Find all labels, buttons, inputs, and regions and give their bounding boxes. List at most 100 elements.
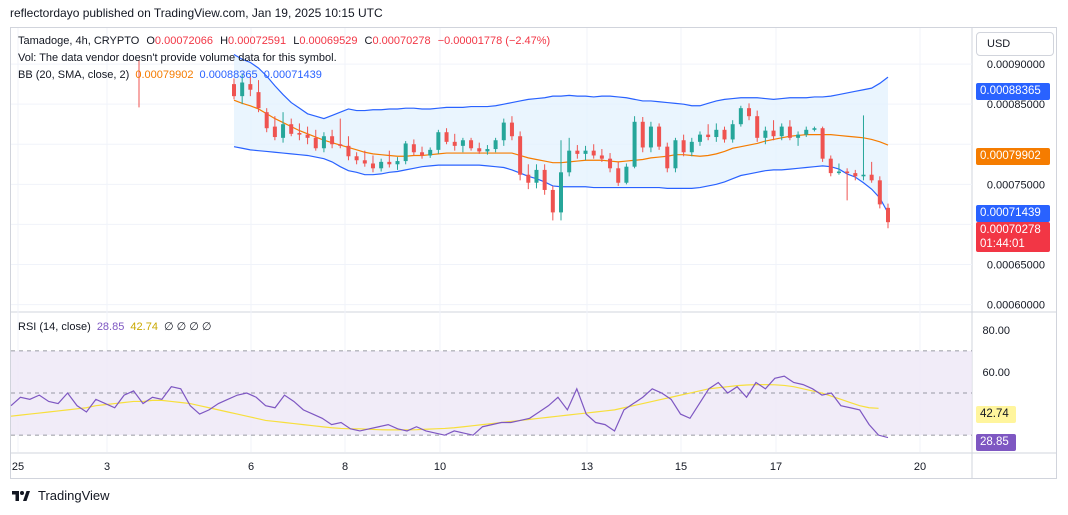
time-tick-label: 25 bbox=[12, 461, 24, 473]
candle-body bbox=[787, 126, 792, 138]
rsi-legend: RSI (14, close) 28.85 42.74 ∅ ∅ ∅ ∅ bbox=[18, 320, 212, 333]
rsi-tick-label: 80.00 bbox=[982, 325, 1010, 337]
candle-body bbox=[640, 121, 645, 148]
bb-basis-value: 0.00079902 bbox=[135, 69, 194, 81]
candle-body bbox=[240, 82, 245, 97]
candle-body bbox=[477, 148, 482, 152]
candle-body bbox=[738, 108, 743, 125]
candle-body bbox=[624, 166, 629, 183]
time-tick-label: 17 bbox=[770, 461, 782, 473]
candle-body bbox=[853, 173, 858, 177]
footer-brand[interactable]: TradingView bbox=[10, 488, 110, 503]
price-tick-label: 0.00090000 bbox=[987, 59, 1045, 71]
candle-body bbox=[567, 150, 572, 173]
candle-body bbox=[256, 92, 261, 109]
close-value: 0.00070278 bbox=[372, 35, 431, 47]
candle-body bbox=[379, 161, 384, 169]
time-tick-label: 15 bbox=[675, 461, 687, 473]
candle-body bbox=[591, 150, 596, 156]
candle-body bbox=[706, 134, 711, 138]
rsi-ma-tag: 42.74 bbox=[976, 406, 1016, 423]
candle-body bbox=[771, 130, 776, 137]
candle-body bbox=[460, 140, 465, 146]
candle-body bbox=[632, 121, 637, 167]
candle-body bbox=[370, 163, 375, 169]
time-tick-label: 8 bbox=[342, 461, 348, 473]
candle-body bbox=[681, 140, 686, 153]
candle-body bbox=[526, 174, 531, 183]
candle-body bbox=[542, 169, 547, 190]
candle-body bbox=[346, 145, 351, 157]
candle-body bbox=[248, 84, 253, 90]
footer-brand-text: TradingView bbox=[38, 488, 110, 503]
candle-body bbox=[575, 150, 580, 154]
tradingview-logo-icon bbox=[12, 490, 30, 501]
candle-body bbox=[411, 144, 416, 153]
candle-body bbox=[354, 156, 359, 161]
candle-body bbox=[395, 161, 400, 165]
candle-body bbox=[722, 129, 727, 140]
candle-body bbox=[697, 134, 702, 142]
rsi-value-tag: 28.85 bbox=[976, 434, 1016, 451]
price-tick-label: 0.00065000 bbox=[987, 260, 1045, 272]
candle-body bbox=[338, 144, 343, 146]
candle-body bbox=[534, 169, 539, 183]
candle-body bbox=[886, 207, 890, 223]
time-tick-label: 10 bbox=[434, 461, 446, 473]
candle-body bbox=[804, 129, 809, 135]
change-value: −0.00001778 (−2.47%) bbox=[437, 35, 551, 47]
rsi-ma-value: 42.74 bbox=[130, 321, 158, 333]
currency-button[interactable]: USD bbox=[976, 32, 1054, 56]
bb-basis-price-tag: 0.00079902 bbox=[976, 148, 1050, 165]
candle-body bbox=[763, 130, 768, 138]
high-label: H bbox=[220, 35, 229, 47]
candle-body bbox=[812, 128, 817, 130]
candle-body bbox=[436, 132, 441, 150]
rsi-label: RSI (14, close) bbox=[18, 321, 91, 333]
candle-body bbox=[420, 152, 425, 156]
last-price-tag: 0.00070278 01:44:01 bbox=[976, 222, 1050, 252]
candle-body bbox=[559, 172, 563, 213]
candle-body bbox=[321, 136, 326, 149]
candle-body bbox=[469, 140, 474, 149]
candle-body bbox=[845, 171, 850, 174]
candle-body bbox=[297, 133, 302, 135]
candle-body bbox=[330, 136, 335, 145]
bb-upper-price-tag: 0.00088365 bbox=[976, 83, 1050, 100]
low-value: 0.00069529 bbox=[299, 35, 358, 47]
last-price-value: 0.00070278 bbox=[980, 224, 1041, 236]
candle-body bbox=[583, 150, 588, 154]
bb-legend: BB (20, SMA, close, 2) 0.00079902 0.0008… bbox=[18, 69, 322, 81]
candle-body bbox=[689, 141, 694, 153]
candle-body bbox=[305, 134, 310, 138]
bb-lower-value: 0.00071439 bbox=[263, 69, 322, 81]
candle-body bbox=[264, 112, 269, 129]
candle-body bbox=[730, 124, 735, 140]
candle-body bbox=[493, 140, 498, 150]
open-value: 0.00072066 bbox=[154, 35, 214, 47]
candle-body bbox=[820, 128, 825, 159]
bb-lower-price-tag: 0.00071439 bbox=[976, 205, 1050, 222]
candle-body bbox=[836, 171, 841, 174]
price-tick-label: 0.00060000 bbox=[987, 300, 1045, 312]
rsi-line bbox=[10, 375, 889, 439]
bb-upper-line bbox=[233, 53, 889, 120]
rsi-value: 28.85 bbox=[96, 321, 125, 333]
candle-body bbox=[485, 149, 490, 152]
published-info: reflectordayo published on TradingView.c… bbox=[10, 6, 383, 20]
price-tick-label: 0.00075000 bbox=[987, 179, 1045, 191]
price-tick-label: 0.00085000 bbox=[987, 99, 1045, 111]
candle-body bbox=[281, 124, 286, 138]
candle-body bbox=[861, 174, 866, 177]
candle-body bbox=[869, 174, 874, 181]
bb-label: BB (20, SMA, close, 2) bbox=[18, 69, 130, 81]
candle-body bbox=[501, 122, 506, 141]
candle-body bbox=[714, 129, 719, 138]
candle-body bbox=[444, 132, 449, 142]
time-tick-label: 6 bbox=[248, 461, 254, 473]
candle-body bbox=[648, 126, 653, 148]
volume-legend: Vol: The data vendor doesn't provide vol… bbox=[18, 52, 337, 64]
candle-body bbox=[289, 124, 294, 134]
rsi-tick-label: 60.00 bbox=[982, 367, 1010, 379]
